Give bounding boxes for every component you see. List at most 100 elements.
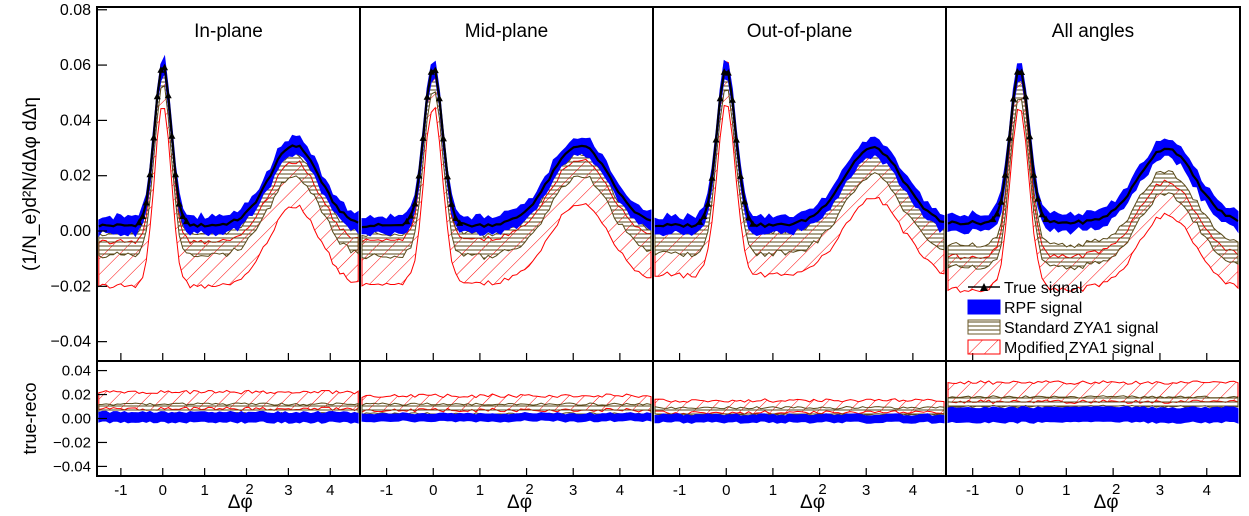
true-signal-point <box>157 66 165 73</box>
true-signal-point <box>1038 210 1046 218</box>
panel-mid-plane: Mid-plane -1 0 1 3 4 Δφ2 <box>359 6 654 513</box>
true-signal-point <box>139 212 147 220</box>
ratio-plot-1 <box>361 393 652 423</box>
x-tick-label: 2 <box>245 481 253 498</box>
true-signal-point <box>407 212 415 219</box>
ratio-rpf-band <box>947 406 1239 424</box>
y-tick-label-main: 0.08 <box>60 2 91 19</box>
x-tick-label: 4 <box>1203 482 1211 499</box>
true-signal-point <box>150 133 158 141</box>
y-tick-label-main: −0.04 <box>51 334 92 351</box>
true-signal-point <box>439 134 447 142</box>
legend: True signal RPF signal Standard ZYA1 signa… <box>967 280 1158 357</box>
true-signal-point <box>135 218 143 226</box>
true-signal-point <box>146 170 154 178</box>
main-plot-0 <box>98 54 359 289</box>
ratio-plot-0 <box>98 389 359 424</box>
x-axis-label: Δφ <box>507 492 532 513</box>
x-tick-label: -1 <box>673 482 686 499</box>
legend-label: True signal <box>1004 280 1083 297</box>
true-signal-point <box>728 96 736 103</box>
true-signal-point <box>732 136 740 143</box>
x-tick-label: 0 <box>159 482 167 499</box>
ratio-rpf-band <box>98 410 359 424</box>
main-plot-2 <box>654 59 945 279</box>
rpf-band <box>361 60 652 237</box>
true-signal-point <box>993 210 1001 217</box>
y-tick-label-ratio: −0.04 <box>53 458 91 475</box>
x-axis-label: Δφ <box>800 492 825 513</box>
true-signal-point <box>741 198 749 205</box>
true-signal-point <box>1030 171 1038 178</box>
panel-out-of-plane: Out-of-plane -1 0 1 3 4 Δφ2 <box>652 6 947 513</box>
x-tick-label: 0 <box>1015 482 1023 499</box>
true-signal-point <box>153 92 161 100</box>
x-tick-label: -1 <box>966 482 979 499</box>
true-signal-point <box>448 200 456 207</box>
x-axis-label: Δφ <box>1094 492 1119 513</box>
true-signal-point <box>1005 134 1013 141</box>
true-signal-point <box>175 200 183 207</box>
ratio-rpf-band <box>654 413 945 424</box>
y-tick-label-ratio: 0.02 <box>62 387 91 404</box>
true-signal-point <box>456 219 464 226</box>
true-signal-point <box>745 214 753 221</box>
x-tick-label: 1 <box>200 482 208 499</box>
true-signal-point <box>1034 195 1042 202</box>
x-tick-label: 0 <box>429 482 437 499</box>
x-tick-label: 4 <box>616 482 624 499</box>
x-tick-label: -1 <box>380 482 393 499</box>
y-axis-label-main: (1/N_e)d²N/dΔφ dΔη <box>20 97 41 271</box>
y-tick-label-ratio: −0.02 <box>53 434 91 451</box>
y-tick-label-main: 0.02 <box>60 168 91 185</box>
y-tick-label-main: 0.06 <box>60 57 91 74</box>
y-tick-label-main: 0.00 <box>60 223 91 240</box>
true-signal-point <box>724 69 732 76</box>
true-signal-point <box>164 91 172 99</box>
x-tick-label: 4 <box>326 482 334 499</box>
true-signal-point <box>1026 132 1034 140</box>
ratio-frame <box>945 360 1241 477</box>
true-signal-point <box>179 212 187 220</box>
legend-label: Modified ZYA1 signal <box>1004 340 1154 357</box>
true-signal-point <box>1001 171 1009 178</box>
ratio-plot-3 <box>947 380 1239 424</box>
y-tick-label-main: 0.04 <box>60 112 91 129</box>
true-signal-point <box>712 135 720 143</box>
true-signal-point <box>1018 68 1026 76</box>
x-tick-label: -1 <box>114 482 127 499</box>
legend-entry: RPF signal <box>967 299 1082 317</box>
x-tick-label: 3 <box>862 482 870 499</box>
true-signal-point <box>452 214 460 221</box>
true-signal-point <box>716 94 724 102</box>
true-signal-point <box>997 198 1005 205</box>
true-signal-point <box>700 212 708 220</box>
true-signal-point <box>423 93 431 100</box>
legend-marker <box>980 283 988 291</box>
ratio-standard-zya1-band <box>947 395 1239 409</box>
true-signal-point <box>1042 215 1050 222</box>
true-signal-point <box>708 174 716 181</box>
true-signal-point <box>403 217 411 225</box>
true-signal-point <box>431 66 439 74</box>
true-signal-point <box>443 172 451 180</box>
x-tick-label: 2 <box>525 481 533 498</box>
y-axis-label-ratio: true-reco <box>20 382 40 454</box>
true-signal-point <box>720 68 728 75</box>
true-signal-point <box>749 220 757 227</box>
rpf-band <box>98 54 359 238</box>
panel-title: In-plane <box>194 21 263 42</box>
legend-label: RPF signal <box>1004 300 1082 317</box>
x-tick-label: 3 <box>569 482 577 499</box>
x-tick-label: 3 <box>284 482 292 499</box>
x-tick-label: 1 <box>476 482 484 499</box>
true-signal-point <box>182 217 190 225</box>
true-signal-point <box>1022 92 1030 100</box>
panel-in-plane: In-plane -1 0 1 3 4 Δφ2 <box>96 6 361 513</box>
legend-swatch <box>967 319 1001 335</box>
main-plot-1 <box>361 60 652 287</box>
y-tick-label-ratio: 0.00 <box>62 411 91 428</box>
panel-all-angles: All angles -1 0 1 3 4 Δφ2 <box>945 6 1241 513</box>
ratio-rpf-band <box>361 411 652 423</box>
